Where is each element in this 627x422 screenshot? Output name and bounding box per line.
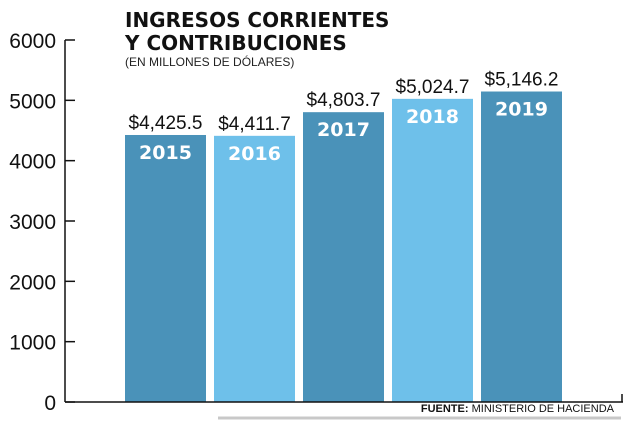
source-note: FUENTE: MINISTERIO DE HACIENDA xyxy=(421,403,615,415)
category-label: 2016 xyxy=(228,143,281,165)
value-label: $5,024.7 xyxy=(396,77,470,98)
source-text: MINISTERIO DE HACIENDA xyxy=(472,403,615,415)
y-tick-label: 5000 xyxy=(9,90,56,113)
y-tick-label: 6000 xyxy=(9,30,56,53)
category-label: 2017 xyxy=(317,119,370,141)
bars: $4,425.5 2015 $4,411.7 2016 $4,803.7 2017 $5,0… xyxy=(125,70,562,403)
value-label: $4,803.7 xyxy=(307,90,381,111)
category-label: 2018 xyxy=(406,106,459,128)
bar-2015 xyxy=(125,134,206,403)
y-tick-label: 4000 xyxy=(9,151,56,174)
source-label: FUENTE: xyxy=(421,403,469,415)
category-label: 2019 xyxy=(495,99,548,121)
bar-2017 xyxy=(303,112,384,403)
y-tick-label: 2000 xyxy=(9,271,56,294)
bar-2016 xyxy=(214,135,295,402)
value-label: $4,425.5 xyxy=(129,113,203,134)
y-tick-label: 0 xyxy=(44,392,56,415)
bar-2018 xyxy=(392,98,473,402)
category-label: 2015 xyxy=(139,142,192,164)
y-axis: 0 1000 2000 3000 4000 5000 6000 xyxy=(9,30,75,415)
value-label: $5,146.2 xyxy=(485,70,559,91)
value-label: $4,411.7 xyxy=(218,114,291,135)
y-tick-label: 3000 xyxy=(9,211,56,234)
chart-title-line1: INGRESOS CORRIENTES xyxy=(125,8,389,32)
bar-2019 xyxy=(481,91,562,402)
chart-subtitle: (EN MILLONES DE DÓLARES) xyxy=(125,54,294,69)
y-tick-label: 1000 xyxy=(9,332,56,355)
chart-title-line2: Y CONTRIBUCIONES xyxy=(124,31,347,55)
